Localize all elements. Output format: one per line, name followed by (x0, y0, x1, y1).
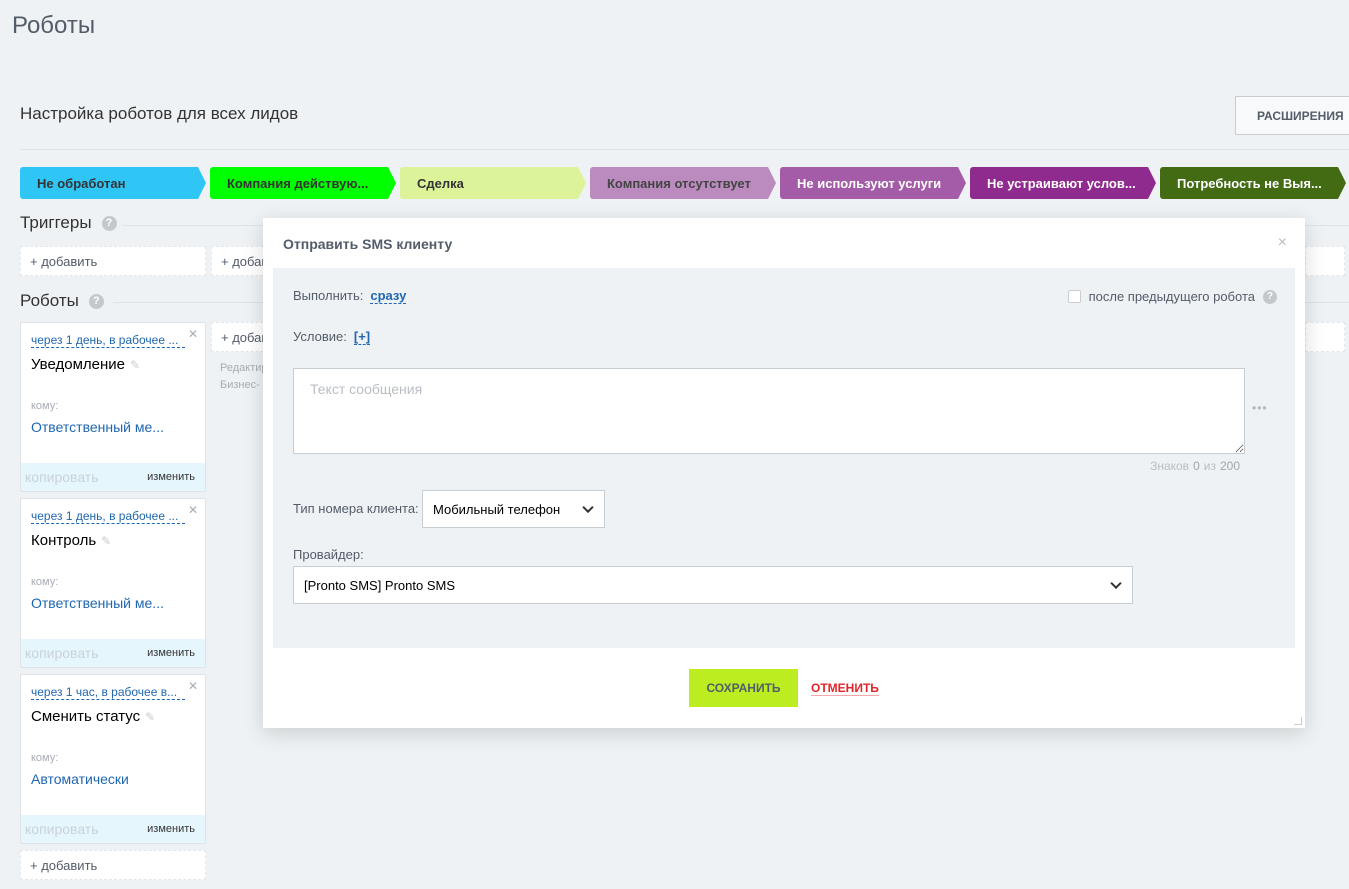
edit-button[interactable]: изменить (147, 647, 195, 659)
card-footer: копировать изменить (21, 815, 205, 843)
robot-card[interactable]: через 1 день, в рабочее ... ✕ Уведомлени… (20, 322, 206, 492)
close-icon[interactable]: ✕ (187, 679, 198, 693)
delay-link[interactable]: через 1 день, в рабочее ... (31, 333, 185, 348)
dialog-title: Отправить SMS клиенту (283, 236, 453, 252)
provider-value: [Pronto SMS] Pronto SMS (304, 577, 456, 593)
edit-button[interactable]: изменить (147, 471, 195, 483)
stage-label: Не устраивают услов... (987, 175, 1136, 191)
delay-link[interactable]: через 1 час, в рабочее в... (31, 685, 185, 700)
add-condition-link[interactable]: [+] (353, 329, 371, 345)
stage-5[interactable]: Не используют услуги (780, 167, 966, 199)
condition-label: Условие: (293, 329, 347, 344)
robot-name: Уведомление ✎ (31, 356, 140, 373)
stage-4[interactable]: Компания отсутствует (590, 167, 776, 199)
add-trigger-button[interactable]: + добавить (20, 246, 206, 276)
divider (20, 149, 1349, 150)
close-icon[interactable]: × (1277, 234, 1287, 251)
after-previous-label[interactable]: после предыдущего робота (1088, 289, 1255, 304)
provider-select[interactable]: [Pronto SMS] Pronto SMS (293, 566, 1133, 604)
copy-button[interactable]: копировать (25, 821, 99, 837)
help-icon[interactable]: ? (1263, 289, 1277, 304)
robot-card[interactable]: через 1 час, в рабочее в... ✕ Сменить ст… (20, 674, 206, 844)
page-title: Роботы (12, 12, 96, 39)
stage-7[interactable]: Потребность не Выя... (1160, 167, 1346, 199)
robots-hint: Редактир... Бизнес-п... (220, 362, 264, 391)
phone-type-select[interactable]: Мобильный телефон (422, 490, 605, 528)
stage-2[interactable]: Компания действую... (210, 167, 396, 199)
copy-button[interactable]: копировать (25, 645, 99, 661)
extensions-button[interactable]: РАСШИРЕНИЯ (1235, 96, 1349, 135)
stage-label: Потребность не Выя... (1177, 175, 1322, 191)
help-icon[interactable]: ? (88, 293, 104, 309)
chevron-down-icon (1110, 577, 1122, 590)
stage-6[interactable]: Не устраивают услов... (970, 167, 1156, 199)
add-trigger-button[interactable] (1305, 246, 1345, 276)
stage-label: Компания отсутствует (607, 175, 751, 191)
stage-label: Не обработан (37, 175, 126, 191)
triggers-title: Триггеры (20, 213, 92, 232)
delay-link[interactable]: через 1 день, в рабочее ... (31, 509, 185, 524)
more-icon[interactable]: ••• (1252, 401, 1268, 415)
after-previous-checkbox[interactable] (1067, 290, 1081, 303)
message-textarea[interactable] (293, 368, 1245, 454)
copy-button[interactable]: копировать (25, 469, 99, 485)
recipient-link[interactable]: Ответственный ме... (31, 595, 164, 611)
robot-name: Сменить статус ✎ (31, 708, 155, 725)
recipient-link[interactable]: Автоматически (31, 771, 129, 787)
robot-name-text: Контроль (31, 532, 97, 549)
card-footer: копировать изменить (21, 463, 205, 491)
add-robot-button[interactable]: + добавить (20, 850, 206, 880)
phone-type-value: Мобильный телефон (433, 501, 561, 517)
robot-name-text: Уведомление (31, 356, 126, 373)
edit-button[interactable]: изменить (147, 823, 195, 835)
recipient-label: кому: (31, 400, 59, 412)
sms-robot-dialog: Отправить SMS клиенту × Выполнить: сразу… (263, 218, 1305, 728)
help-icon[interactable]: ? (101, 215, 117, 231)
recipient-label: кому: (31, 576, 59, 588)
char-counter: Знаков 0 из 200 (1150, 459, 1240, 473)
save-button[interactable]: СОХРАНИТЬ (689, 669, 798, 707)
counter-sep: из (1203, 459, 1216, 473)
dialog-body: Выполнить: сразу после предыдущего робот… (273, 268, 1295, 648)
cancel-button[interactable]: ОТМЕНИТЬ (811, 681, 879, 696)
close-icon[interactable]: ✕ (187, 327, 198, 341)
counter-value: 0 (1193, 459, 1200, 473)
stage-1[interactable]: Не обработан (20, 167, 206, 199)
robots-title: Роботы (20, 291, 79, 310)
pencil-icon[interactable]: ✎ (130, 358, 141, 372)
recipient-link[interactable]: Ответственный ме... (31, 419, 164, 435)
robot-card[interactable]: через 1 день, в рабочее ... ✕ Контроль ✎ … (20, 498, 206, 668)
phone-type-label: Тип номера клиента: (293, 501, 419, 516)
stage-label: Компания действую... (227, 175, 369, 191)
chevron-down-icon (582, 501, 594, 514)
add-robot-button[interactable] (1305, 322, 1345, 352)
recipient-label: кому: (31, 752, 59, 764)
card-footer: копировать изменить (21, 639, 205, 667)
page-subtitle: Настройка роботов для всех лидов (20, 104, 299, 123)
triggers-heading: Триггеры? (20, 213, 117, 233)
counter-prefix: Знаков (1150, 459, 1190, 473)
resize-handle[interactable] (1294, 717, 1302, 725)
execute-label: Выполнить: (293, 288, 364, 303)
counter-max: 200 (1219, 459, 1240, 473)
stage-3[interactable]: Сделка (400, 167, 586, 199)
pencil-icon[interactable]: ✎ (145, 710, 156, 724)
stage-label: Не используют услуги (797, 175, 942, 191)
pencil-icon[interactable]: ✎ (101, 534, 112, 548)
robot-name: Контроль ✎ (31, 532, 111, 549)
stage-label: Сделка (417, 175, 464, 191)
robot-name-text: Сменить статус (31, 708, 141, 725)
robots-heading: Роботы? (20, 291, 104, 311)
close-icon[interactable]: ✕ (187, 503, 198, 517)
execute-timing-link[interactable]: сразу (370, 288, 407, 304)
provider-label: Провайдер: (293, 547, 364, 562)
